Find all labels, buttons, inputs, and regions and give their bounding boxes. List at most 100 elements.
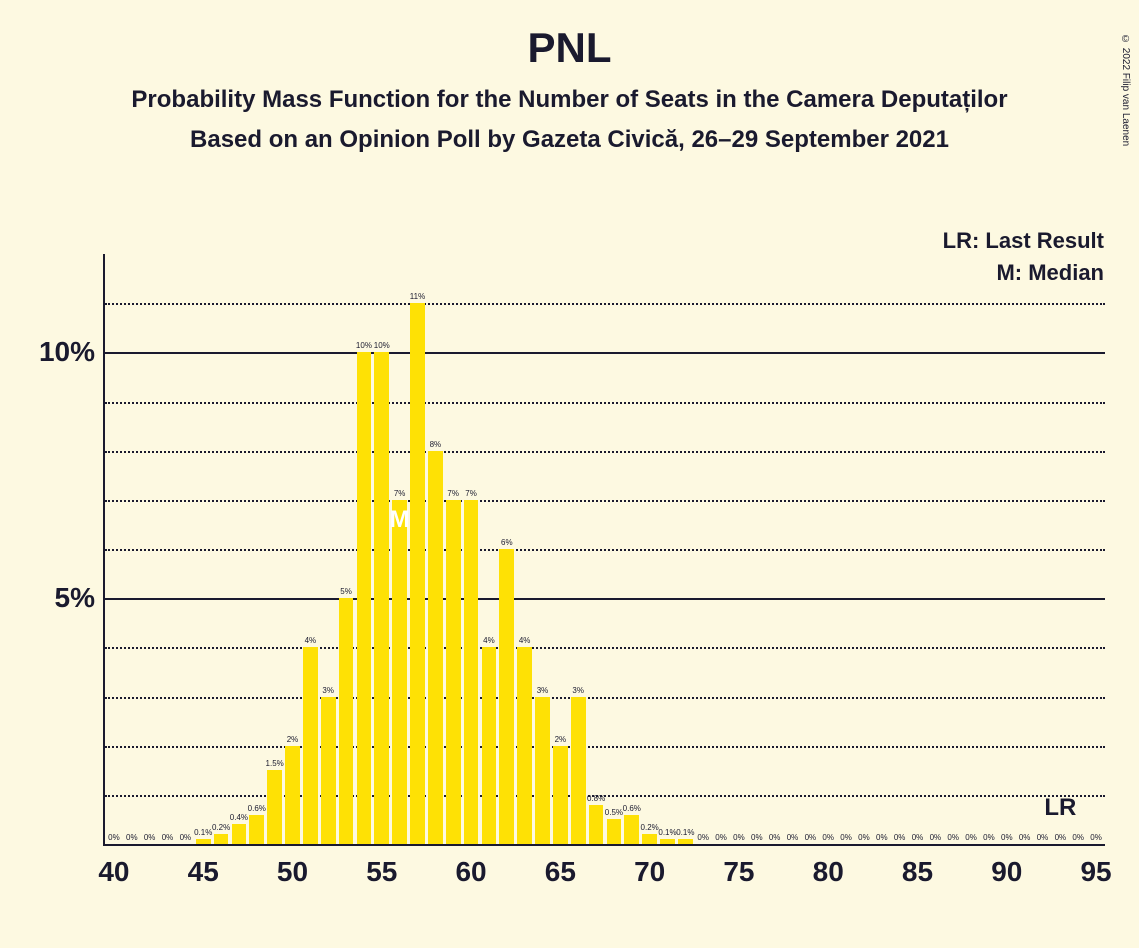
bar-value-label: 0% [894, 833, 906, 842]
bar-value-label: 0% [787, 833, 799, 842]
bar-value-label: 0% [108, 833, 120, 842]
bar [499, 549, 514, 844]
bar-value-label: 5% [340, 587, 352, 596]
x-tick-label: 45 [188, 856, 219, 888]
bar [535, 697, 550, 845]
bar-value-label: 8% [430, 440, 442, 449]
gridline-major [105, 598, 1105, 600]
bar [232, 824, 247, 844]
bar-value-label: 6% [501, 538, 513, 547]
legend-last-result: LR: Last Result [943, 228, 1104, 254]
bar-value-label: 0% [965, 833, 977, 842]
chart-subtitle-1: Probability Mass Function for the Number… [0, 86, 1139, 114]
bar [214, 834, 229, 844]
bar-value-label: 0% [947, 833, 959, 842]
bar-value-label: 7% [447, 489, 459, 498]
gridline-minor [105, 697, 1105, 699]
bar-value-label: 0.4% [230, 813, 248, 822]
bar [428, 451, 443, 844]
bar-value-label: 3% [537, 686, 549, 695]
bar-value-label: 7% [394, 489, 406, 498]
bar [374, 352, 389, 844]
bar-value-label: 10% [356, 341, 372, 350]
bar-value-label: 0% [1037, 833, 1049, 842]
gridline-minor [105, 500, 1105, 502]
bar-value-label: 4% [305, 636, 317, 645]
bar-value-label: 0.1% [194, 828, 212, 837]
bar-value-label: 0% [180, 833, 192, 842]
bar-value-label: 0% [876, 833, 888, 842]
bar-value-label: 0.5% [605, 808, 623, 817]
bar-value-label: 0.2% [212, 823, 230, 832]
bar [410, 303, 425, 844]
last-result-marker: LR [1044, 794, 1076, 822]
bar [553, 746, 568, 844]
x-tick-label: 40 [98, 856, 129, 888]
bar [357, 352, 372, 844]
bar-value-label: 0% [983, 833, 995, 842]
bar-value-label: 0% [840, 833, 852, 842]
gridline-minor [105, 402, 1105, 404]
x-tick-label: 55 [366, 856, 397, 888]
bar [446, 500, 461, 844]
bar-value-label: 0% [1055, 833, 1067, 842]
bar [482, 647, 497, 844]
bar-value-label: 0% [858, 833, 870, 842]
bar-value-label: 0.2% [641, 823, 659, 832]
bar-value-label: 0% [822, 833, 834, 842]
x-tick-label: 75 [723, 856, 754, 888]
x-tick-label: 70 [634, 856, 665, 888]
bar [303, 647, 318, 844]
chart-title: PNL [0, 24, 1139, 72]
y-tick-label: 10% [39, 336, 95, 368]
bar-value-label: 0.1% [676, 828, 694, 837]
bar-value-label: 0% [733, 833, 745, 842]
bar [642, 834, 657, 844]
bar-value-label: 7% [465, 489, 477, 498]
bar-value-label: 0% [1090, 833, 1102, 842]
bar-value-label: 0% [144, 833, 156, 842]
x-axis-line [105, 844, 1105, 846]
bar-value-label: 0.8% [587, 794, 605, 803]
bar-value-label: 0% [697, 833, 709, 842]
y-axis-line [103, 254, 105, 846]
x-tick-label: 60 [455, 856, 486, 888]
bar [589, 805, 604, 844]
bar [392, 500, 407, 844]
bar [267, 770, 282, 844]
bar-value-label: 0% [162, 833, 174, 842]
bar [607, 819, 622, 844]
bar-value-label: 0% [1019, 833, 1031, 842]
bar-value-label: 0% [715, 833, 727, 842]
bar-value-label: 0.6% [248, 804, 266, 813]
bar [624, 815, 639, 845]
x-tick-label: 80 [813, 856, 844, 888]
bar [339, 598, 354, 844]
bar-value-label: 11% [410, 292, 425, 301]
median-marker: M [390, 506, 410, 534]
chart-plot-area: 5%10%4045505560657075808590950%0%0%0%0%0… [105, 254, 1105, 844]
gridline-minor [105, 303, 1105, 305]
bar-value-label: 4% [519, 636, 531, 645]
gridline-major [105, 352, 1105, 354]
bar-value-label: 3% [572, 686, 584, 695]
bar-value-label: 3% [322, 686, 334, 695]
bar-value-label: 0% [805, 833, 817, 842]
bar [571, 697, 586, 845]
gridline-minor [105, 451, 1105, 453]
bar-value-label: 4% [483, 636, 495, 645]
bar-value-label: 0% [1072, 833, 1084, 842]
bar [321, 697, 336, 845]
bar-value-label: 10% [374, 341, 390, 350]
bar-value-label: 0% [1001, 833, 1013, 842]
x-tick-label: 50 [277, 856, 308, 888]
bar-value-label: 0% [912, 833, 924, 842]
bar-value-label: 0% [769, 833, 781, 842]
gridline-minor [105, 549, 1105, 551]
copyright-text: © 2022 Filip van Laenen [1120, 34, 1131, 146]
bar-value-label: 0.6% [623, 804, 641, 813]
y-tick-label: 5% [55, 582, 95, 614]
x-tick-label: 85 [902, 856, 933, 888]
bar-value-label: 2% [555, 735, 567, 744]
bar-value-label: 2% [287, 735, 299, 744]
